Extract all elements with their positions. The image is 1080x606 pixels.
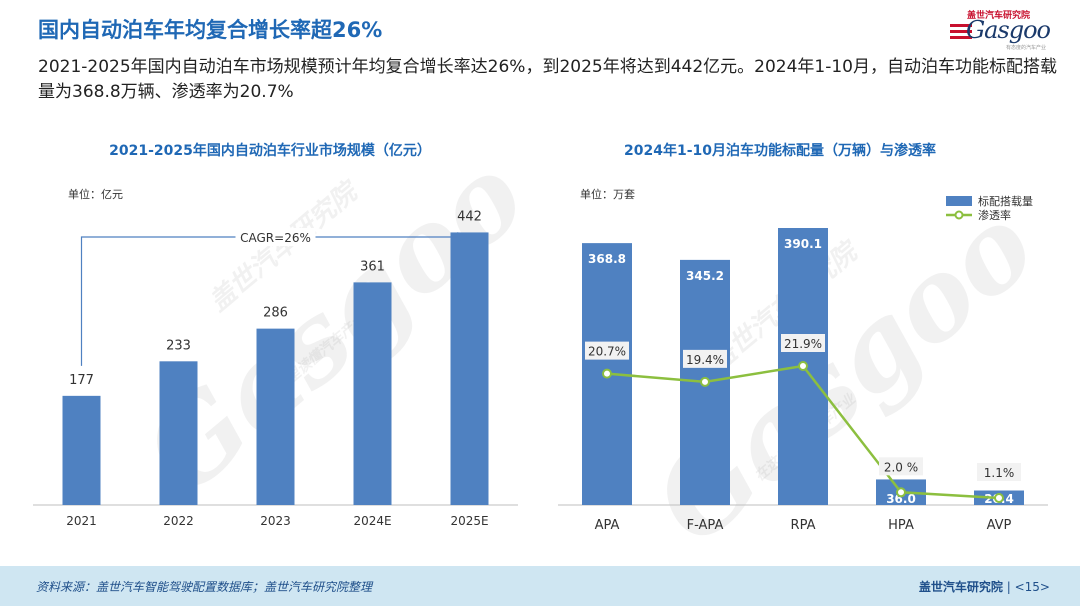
gasgoo-logo: 盖世汽车研究院 Gasgoo 有态度的汽车产业 (946, 8, 1051, 51)
legend-label: 渗透率 (978, 208, 1011, 222)
bar-value-label: 390.1 (784, 237, 822, 251)
legend-swatch-bar (946, 196, 972, 206)
penetration-label: 21.9% (784, 337, 822, 351)
x-tick-label: 2021 (66, 514, 97, 528)
cagr-arrow-head (457, 232, 468, 242)
logo-stripe (950, 36, 972, 39)
x-tick-label: 2023 (260, 514, 291, 528)
cagr-arrow-line (80, 236, 458, 366)
x-tick-label: F-APA (687, 518, 724, 533)
penetration-label-bg (977, 463, 1021, 482)
bar-value-label: 345.2 (686, 269, 724, 283)
penetration-point (798, 361, 808, 371)
penetration-label-bg (781, 334, 825, 352)
page-number: <15> (1014, 580, 1050, 594)
cagr-label-bg (235, 228, 316, 246)
x-tick-label: 2024E (353, 514, 391, 528)
bar-value-label: 36.0 (886, 492, 916, 506)
x-tick-label: HPA (888, 518, 914, 533)
bar-value-label: 286 (263, 306, 288, 321)
bar-value-label: 361 (360, 259, 385, 274)
penetration-label-bg (683, 349, 727, 368)
x-tick-label: APA (595, 518, 620, 533)
penetration-label: 2.0 % (884, 460, 918, 474)
bar-2021 (62, 395, 101, 505)
logo-stripe (950, 24, 972, 27)
logo-en: Gasgoo (965, 16, 1051, 44)
logo-cn: 盖世汽车研究院 (966, 11, 1030, 21)
bar-2024E (353, 282, 392, 505)
legend-label: 标配搭载量 (978, 194, 1033, 208)
legend-swatch-marker (954, 210, 964, 220)
penetration-point (994, 493, 1004, 504)
penetration-label: 20.7% (588, 345, 626, 359)
x-tick-label: RPA (791, 518, 816, 533)
x-tick-label: 2022 (163, 514, 194, 528)
logo-tag: 有态度的汽车产业 (1005, 45, 1046, 51)
penetration-label-bg (879, 457, 923, 476)
logo-stripe (950, 30, 972, 33)
bar-2023 (256, 328, 295, 505)
penetration-point (602, 368, 612, 379)
right-chart-title: 2024年1-10月泊车功能标配量（万辆）与渗透率 (624, 143, 936, 159)
cagr-label: CAGR=26% (240, 231, 311, 245)
footer: 资料来源：盖世汽车智能驾驶配置数据库；盖世汽车研究院整理 盖世汽车研究院 | <… (0, 566, 1080, 606)
bar-value-label: 177 (69, 373, 94, 388)
left-chart-unit: 单位：亿元 (68, 188, 123, 201)
penetration-point (700, 376, 710, 387)
page-title: 国内自动泊车年均复合增长率超26% (38, 18, 383, 42)
bar-value-label: 442 (457, 209, 482, 224)
penetration-label-bg (585, 341, 629, 360)
bar-value-label: 368.8 (588, 252, 626, 266)
right-chart-unit: 单位：万套 (580, 188, 635, 201)
footer-source: 资料来源：盖世汽车智能驾驶配置数据库；盖世汽车研究院整理 (36, 580, 373, 594)
penetration-label: 1.1% (984, 466, 1015, 480)
bar-2022 (159, 361, 198, 505)
bar-2025E (450, 232, 489, 505)
x-tick-label: 2025E (450, 514, 488, 528)
x-tick-label: AVP (987, 518, 1012, 533)
footer-brand-name: 盖世汽车研究院 (918, 580, 1003, 594)
bar-value-label: 233 (166, 338, 191, 353)
page-subtitle: 2021-2025年国内自动泊车市场规模预计年均复合增长率达26%，到2025年… (38, 57, 1058, 102)
footer-brand: 盖世汽车研究院 | <15> (918, 580, 1050, 594)
penetration-point (896, 487, 906, 498)
penetration-label: 19.4% (686, 353, 724, 367)
left-chart-title: 2021-2025年国内自动泊车行业市场规模（亿元） (109, 143, 431, 159)
